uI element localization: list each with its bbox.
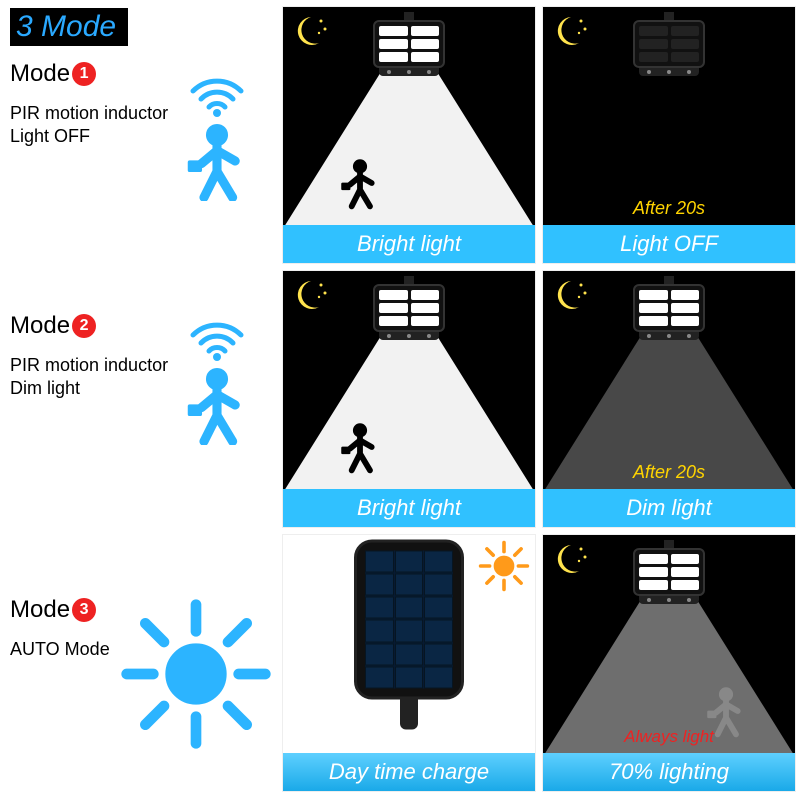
panel-mode3-charge: Day time charge: [282, 534, 536, 792]
person-icon: [178, 365, 256, 445]
caption: Day time charge: [283, 753, 535, 791]
motion-sensor-icon: [187, 61, 247, 121]
caption: Bright light: [283, 489, 535, 527]
caption: Light OFF: [543, 225, 795, 263]
caption: 70% lighting: [543, 753, 795, 791]
lamp-icon: [373, 276, 445, 340]
mode2-desc: Mode2 PIR motion inductor Dim light: [6, 270, 276, 528]
mode3-badge: 3: [72, 598, 96, 622]
person-icon: [335, 151, 385, 215]
lamp-icon: [373, 12, 445, 76]
mode1-badge: 1: [72, 62, 96, 86]
person-icon: [335, 415, 385, 479]
caption: Bright light: [283, 225, 535, 263]
mode1-desc: 3 Mode Mode1 PIR motion inductor Light O…: [6, 6, 276, 264]
sun-icon: [477, 539, 531, 593]
panel-mode3-70: Always light 70% lighting: [542, 534, 796, 792]
after-20s-label: After 20s: [543, 198, 795, 219]
lamp-icon: [633, 540, 705, 604]
panel-mode2-dim: After 20s Dim light: [542, 270, 796, 528]
header-title: 3 Mode: [10, 8, 128, 46]
after-20s-label: After 20s: [543, 462, 795, 483]
always-light-label: Always light: [543, 727, 795, 747]
mode-grid: 3 Mode Mode1 PIR motion inductor Light O…: [6, 6, 794, 792]
mode2-badge: 2: [72, 314, 96, 338]
panel-mode1-off: After 20s Light OFF: [542, 6, 796, 264]
lamp-icon: [633, 12, 705, 76]
caption: Dim light: [543, 489, 795, 527]
moon-icon: [551, 15, 591, 49]
panel-mode2-bright: Bright light: [282, 270, 536, 528]
panel-mode1-bright: Bright light: [282, 6, 536, 264]
mode3-desc: Mode3 AUTO Mode: [6, 534, 276, 792]
lamp-icon: [633, 276, 705, 340]
sun-icon: [116, 594, 276, 754]
person-icon: [178, 121, 256, 201]
motion-sensor-icon: [187, 305, 247, 365]
solar-panel-icon: [354, 540, 464, 730]
